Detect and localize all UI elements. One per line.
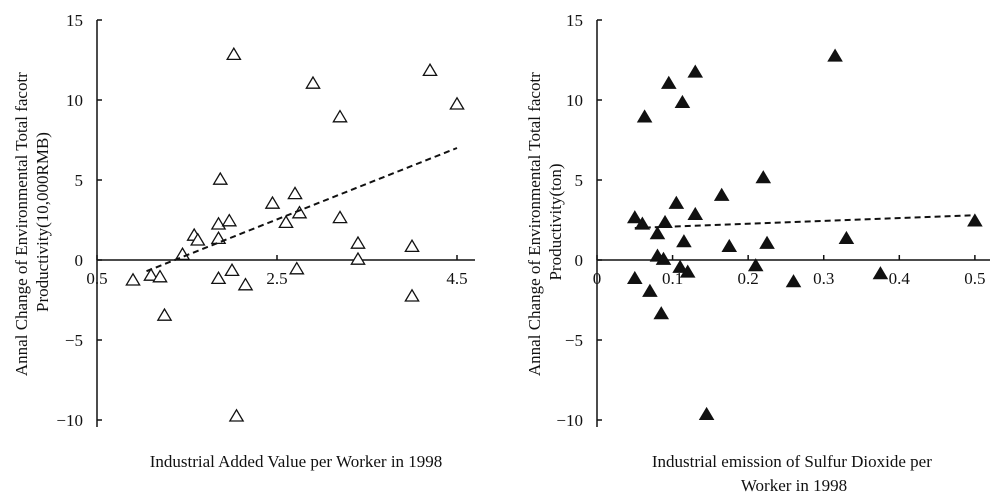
data-point bbox=[404, 238, 420, 253]
x-axis-label-line-2: Worker in 1998 bbox=[741, 476, 847, 495]
data-point bbox=[672, 259, 688, 273]
data-point bbox=[190, 232, 206, 246]
y-tick-label: 10 bbox=[566, 91, 583, 110]
data-point bbox=[634, 216, 651, 230]
data-point bbox=[827, 48, 843, 62]
data-point bbox=[642, 283, 658, 297]
data-point bbox=[713, 187, 730, 201]
x-tick-label: 0.5 bbox=[86, 269, 107, 288]
data-point bbox=[674, 94, 691, 109]
data-point bbox=[872, 266, 889, 280]
y-tick-label: 15 bbox=[66, 11, 83, 30]
data-point bbox=[655, 251, 672, 265]
x-tick-label: 0.1 bbox=[662, 269, 683, 288]
data-point bbox=[687, 64, 704, 78]
data-points bbox=[626, 48, 983, 421]
y-tick-label: 0 bbox=[75, 251, 84, 270]
data-point bbox=[332, 210, 348, 224]
y-axis-label-line-2: Productivity(ton) bbox=[546, 163, 565, 280]
data-point bbox=[967, 213, 983, 227]
data-point bbox=[404, 288, 420, 302]
data-point bbox=[676, 234, 692, 248]
y-axis-label-line-1: Annal Change of Environmental Total faco… bbox=[525, 72, 544, 376]
y-ticks: −10 −5 0 5 10 15 bbox=[56, 11, 102, 430]
data-point bbox=[305, 75, 321, 89]
data-point bbox=[332, 109, 348, 123]
data-point bbox=[210, 270, 227, 285]
data-point bbox=[156, 307, 173, 321]
x-tick-label: 0.2 bbox=[738, 269, 759, 288]
x-axis-label-line-1: Industrial emission of Sulfur Dioxide pe… bbox=[652, 452, 932, 471]
data-point bbox=[289, 261, 305, 275]
y-tick-label: −10 bbox=[556, 411, 583, 430]
data-point bbox=[747, 258, 764, 272]
y-tick-label: 15 bbox=[566, 11, 583, 30]
data-point bbox=[226, 46, 242, 61]
data-point bbox=[755, 170, 772, 184]
y-axis-label-line-1: Annal Change of Environmental Total faco… bbox=[12, 72, 31, 376]
x-tick-label: 0.3 bbox=[813, 269, 834, 288]
x-tick-label: 0 bbox=[593, 269, 602, 288]
data-point bbox=[721, 238, 738, 253]
x-axis-label: Industrial emission of Sulfur Dioxide pe… bbox=[652, 452, 936, 495]
x-tick-label: 0.4 bbox=[889, 269, 911, 288]
data-point bbox=[152, 269, 168, 283]
data-point bbox=[626, 270, 643, 285]
data-point bbox=[291, 205, 308, 219]
data-point bbox=[237, 277, 254, 291]
data-point bbox=[649, 226, 666, 240]
data-point bbox=[221, 213, 238, 227]
y-tick-label: 0 bbox=[575, 251, 584, 270]
data-point bbox=[224, 262, 240, 277]
data-point bbox=[422, 62, 438, 77]
x-ticks: 0 0.1 0.2 0.3 0.4 0.5 bbox=[593, 255, 986, 288]
chart-left: −10 −5 0 5 10 15 0.5 2.5 4.5 Industrial Added V… bbox=[12, 11, 475, 471]
data-point bbox=[759, 235, 775, 249]
data-points bbox=[125, 46, 465, 422]
x-tick-label: 4.5 bbox=[446, 269, 467, 288]
data-point bbox=[626, 210, 643, 224]
data-point bbox=[838, 230, 855, 245]
data-point bbox=[698, 406, 715, 421]
y-tick-label: 5 bbox=[575, 171, 584, 190]
data-point bbox=[653, 306, 670, 320]
y-tick-label: 5 bbox=[75, 171, 84, 190]
data-point bbox=[661, 75, 677, 89]
data-point bbox=[668, 195, 685, 209]
x-axis-label: Industrial Added Value per Worker in 199… bbox=[150, 452, 443, 471]
data-point bbox=[278, 214, 294, 229]
data-point bbox=[212, 171, 229, 185]
data-point bbox=[287, 186, 303, 200]
y-tick-label: −10 bbox=[56, 411, 83, 430]
x-tick-label: 2.5 bbox=[266, 269, 287, 288]
data-point bbox=[143, 267, 159, 281]
data-point bbox=[679, 264, 696, 278]
y-axis-label: Annal Change of Environmental Total faco… bbox=[525, 68, 565, 376]
y-axis-label: Annal Change of Environmental Total faco… bbox=[12, 68, 52, 376]
trend-line bbox=[146, 147, 458, 273]
y-tick-label: 10 bbox=[66, 91, 83, 110]
data-point bbox=[264, 195, 281, 209]
data-point bbox=[636, 109, 653, 123]
y-ticks: −10 −5 0 5 10 15 bbox=[556, 11, 602, 430]
y-tick-label: −5 bbox=[65, 331, 83, 350]
x-tick-label: 0.5 bbox=[964, 269, 985, 288]
data-point bbox=[785, 274, 802, 288]
trend-line bbox=[634, 214, 975, 229]
y-axis-label-line-2: Productivity(10,000RMB) bbox=[33, 132, 52, 312]
chart-right: −10 −5 0 5 10 15 0 0.1 0.2 0.3 0.4 0.5 Industrial … bbox=[525, 11, 990, 495]
data-point bbox=[210, 216, 227, 230]
data-point bbox=[687, 206, 704, 221]
data-point bbox=[449, 96, 465, 110]
data-point bbox=[350, 235, 366, 249]
y-tick-label: −5 bbox=[565, 331, 583, 350]
data-point bbox=[125, 272, 141, 286]
x-ticks: 0.5 2.5 4.5 bbox=[86, 255, 468, 288]
data-point bbox=[350, 251, 366, 265]
data-point bbox=[228, 408, 245, 422]
